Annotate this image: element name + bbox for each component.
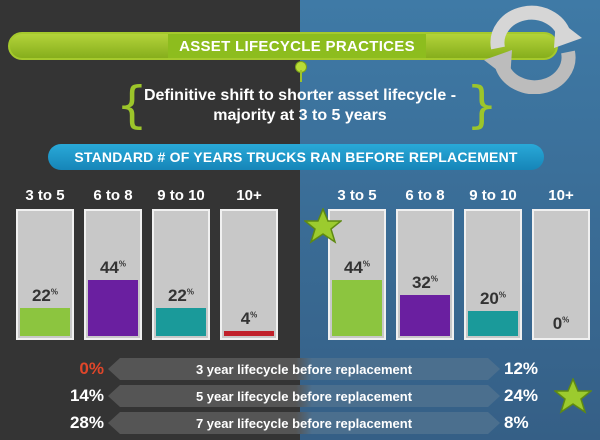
category-label: 6 to 8 (405, 187, 445, 204)
bar-value-label: 32% (398, 273, 452, 293)
category-label: 6 to 8 (93, 187, 133, 204)
pin-connector (300, 70, 302, 82)
right-brace: } (466, 76, 498, 134)
bar-fill (156, 308, 206, 336)
category-label: 9 to 10 (157, 187, 205, 204)
row-left-value: 14% (69, 386, 104, 405)
bar-value-label: 4% (222, 309, 276, 329)
percent-symbol: % (362, 259, 371, 269)
category-label: 3 to 5 (337, 187, 377, 204)
bar-fill (400, 295, 450, 336)
bar-column: 44% (84, 209, 142, 340)
bar-value: 44 (99, 258, 119, 277)
category-label: 10+ (236, 187, 262, 204)
bar-value: 20 (479, 289, 499, 308)
bar-column: 44% (328, 209, 386, 340)
star-icon (304, 208, 342, 244)
bar-column: 4% (220, 209, 278, 340)
bar-fill (468, 311, 518, 336)
bar-value-label: 44% (330, 258, 384, 278)
percent-symbol: % (250, 310, 258, 320)
bar-value: 4 (240, 309, 251, 328)
page-title: ASSET LIFECYCLE PRACTICES (168, 34, 426, 58)
percent-symbol: % (430, 274, 439, 284)
subtitle-line-2: majority at 3 to 5 years (213, 107, 387, 124)
bar-fill (20, 308, 70, 336)
recycle-arrows-icon (484, 5, 582, 94)
row-left-value: 28% (69, 413, 104, 432)
bar-value: 0 (552, 314, 563, 333)
bar-value-label: 44% (86, 258, 140, 278)
row-right-value: 12% (504, 359, 539, 378)
bar-column: 0% (532, 209, 590, 340)
category-label: 10+ (548, 187, 574, 204)
star-icon (554, 378, 592, 414)
bar-value-label: 0% (534, 314, 588, 334)
left-brace: { (116, 76, 148, 134)
category-label: 3 to 5 (25, 187, 65, 204)
percent-symbol: % (562, 315, 570, 325)
bar-value: 22 (167, 286, 187, 305)
bar-column: 32% (396, 209, 454, 340)
bar-column: 22% (152, 209, 210, 340)
row-right-value: 8% (504, 413, 529, 432)
bar-value-label: 22% (154, 286, 208, 306)
bar-value: 32 (411, 273, 431, 292)
bar-value: 44 (343, 258, 363, 277)
row-right-value: 24% (504, 386, 539, 405)
bar-value: 22 (31, 286, 51, 305)
bar-column: 20% (464, 209, 522, 340)
row-label: 3 year lifecycle before replacement (108, 358, 500, 380)
bar-fill (224, 331, 274, 336)
bar-fill (88, 280, 138, 336)
pin-icon (296, 62, 306, 72)
percent-symbol: % (50, 287, 59, 297)
section-title: STANDARD # OF YEARS TRUCKS RAN BEFORE RE… (48, 144, 544, 170)
percent-symbol: % (118, 259, 127, 269)
row-left-value: 0% (79, 359, 104, 378)
subtitle: Definitive shift to shorter asset lifecy… (130, 86, 470, 126)
category-label: 9 to 10 (469, 187, 517, 204)
percent-symbol: % (498, 290, 507, 300)
row-label: 7 year lifecycle before replacement (108, 412, 500, 434)
percent-symbol: % (186, 287, 195, 297)
bar-column: 22% (16, 209, 74, 340)
row-label: 5 year lifecycle before replacement (108, 385, 500, 407)
bar-fill (332, 280, 382, 336)
bar-value-label: 20% (466, 289, 520, 309)
bar-value-label: 22% (18, 286, 72, 306)
subtitle-line-1: Definitive shift to shorter asset lifecy… (143, 87, 457, 104)
